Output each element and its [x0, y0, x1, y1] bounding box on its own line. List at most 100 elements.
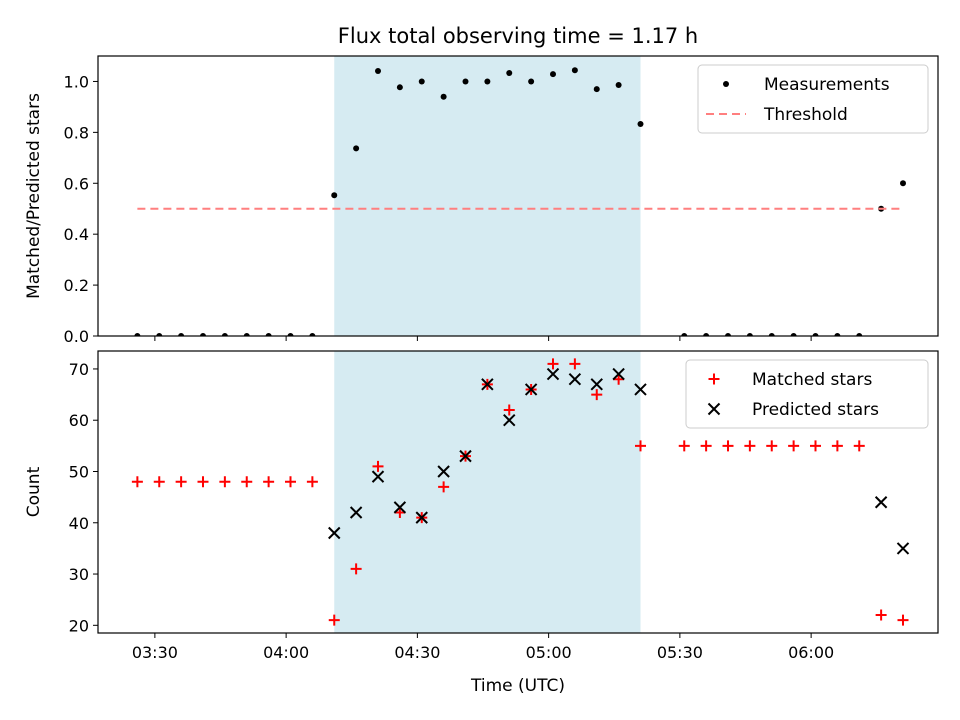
- measurement-point: [768, 333, 775, 336]
- measurement-point: [834, 333, 841, 336]
- measurement-point: [156, 333, 163, 336]
- y-tick-label: 0.6: [64, 174, 89, 193]
- legend-label: Measurements: [764, 75, 890, 95]
- predicted-stars-point: [896, 542, 910, 555]
- legend-box: [697, 64, 929, 134]
- y-tick-label: 70: [69, 360, 89, 379]
- predicted-stars-point: [634, 383, 647, 396]
- predicted-stars-point: [459, 449, 472, 463]
- matched-stars-point: [328, 614, 340, 626]
- legend-label: Matched stars: [752, 370, 872, 390]
- axes-frame: [97, 350, 939, 634]
- matched-stars-point: [219, 476, 231, 488]
- y-axis-label: Count: [24, 466, 44, 517]
- matched-stars-point: [394, 507, 406, 519]
- measurement-point: [571, 67, 578, 74]
- y-tick-label: 1.0: [64, 72, 89, 91]
- matched-stars-point: [241, 476, 253, 488]
- measurement-point: [637, 120, 644, 127]
- matched-stars-point: [438, 481, 450, 493]
- predicted-stars-point: [568, 372, 582, 386]
- measurement-point: [440, 93, 447, 100]
- x-tick-label: 04:30: [394, 643, 440, 662]
- matched-stars-point: [897, 614, 909, 626]
- predicted-stars-point: [371, 470, 385, 483]
- predicted-stars-point: [415, 511, 428, 524]
- measurement-point: [615, 82, 622, 89]
- matched-stars-point: [131, 476, 143, 488]
- measurement-point: [418, 78, 425, 85]
- measurement-point: [506, 70, 513, 77]
- measurement-point: [528, 78, 535, 85]
- measurement-point: [265, 333, 272, 336]
- series-matched-stars: [131, 358, 909, 626]
- y-tick-label: 50: [69, 462, 89, 481]
- measurement-point: [353, 145, 360, 152]
- matched-stars-point: [875, 609, 887, 621]
- measurement-point: [812, 333, 819, 336]
- measurement-point: [375, 68, 381, 75]
- matched-stars-point: [744, 440, 756, 452]
- matched-stars-point: [700, 440, 712, 452]
- observing-window-shade: [334, 351, 641, 633]
- legend-dot-marker: [723, 81, 729, 87]
- predicted-stars-point: [874, 496, 888, 509]
- legend: Matched stars Predicted stars: [685, 359, 929, 429]
- measurement-point: [134, 333, 141, 336]
- plot-area: [134, 67, 906, 336]
- matched-stars-point: [853, 440, 865, 452]
- x-tick-label: 04:00: [263, 643, 309, 662]
- matched-stars-point: [547, 358, 559, 370]
- series-predicted-stars: [328, 367, 910, 555]
- y-tick-label: 0.2: [64, 276, 89, 295]
- measurement-point: [309, 333, 316, 336]
- x-tick-label: 05:00: [526, 643, 572, 662]
- y-tick-label: 40: [69, 514, 89, 533]
- predicted-stars-point: [393, 501, 407, 514]
- legend-box: [685, 359, 929, 429]
- predicted-stars-point: [590, 378, 603, 391]
- predicted-stars-point: [612, 367, 625, 381]
- ratio-panel: 0.0 0.2 0.4 0.6 0.8 1.0 Matched/Predicted star…: [24, 55, 939, 346]
- measurement-point: [396, 84, 403, 91]
- measurement-point: [462, 78, 469, 85]
- x-tick-label: 06:00: [788, 643, 834, 662]
- measurement-point: [221, 333, 228, 336]
- matched-stars-point: [175, 476, 187, 488]
- matched-stars-point: [831, 440, 843, 452]
- predicted-stars-point: [437, 465, 450, 478]
- x-tick-label: 03:30: [132, 643, 178, 662]
- matched-stars-point: [788, 440, 800, 452]
- predicted-stars-point: [328, 526, 341, 540]
- measurement-point: [856, 333, 863, 336]
- legend-label: Threshold: [763, 105, 848, 125]
- measurement-point: [681, 333, 688, 336]
- measurement-point: [593, 86, 600, 93]
- measurement-point: [243, 333, 250, 336]
- predicted-stars-point: [524, 383, 538, 396]
- matched-stars-point: [285, 476, 296, 488]
- matched-stars-point: [350, 563, 362, 575]
- matched-stars-point: [197, 476, 209, 488]
- predicted-stars-point: [481, 378, 494, 391]
- matched-stars-point: [635, 440, 646, 452]
- matched-stars-point: [613, 373, 625, 385]
- matched-stars-point: [810, 440, 821, 452]
- y-tick-label: 60: [69, 411, 89, 430]
- matched-stars-point: [591, 389, 603, 401]
- series-measurements: [134, 67, 906, 336]
- y-tick-label: 0.0: [64, 327, 89, 346]
- predicted-stars-point: [546, 367, 560, 381]
- matched-stars-point: [722, 440, 734, 452]
- y-tick-label: 30: [69, 565, 89, 584]
- matched-stars-point: [153, 476, 165, 488]
- matched-stars-point: [372, 460, 384, 472]
- measurement-point: [790, 333, 797, 336]
- measurement-point: [725, 333, 731, 336]
- y-tick-label: 20: [69, 616, 89, 635]
- plot-area: [131, 358, 910, 626]
- count-panel: 20 30 40 50 60 70 03:30 04:00 04:30 05:00 05:30 06:…: [24, 350, 939, 662]
- measurement-point: [287, 333, 294, 336]
- x-axis-label: Time (UTC): [470, 676, 565, 696]
